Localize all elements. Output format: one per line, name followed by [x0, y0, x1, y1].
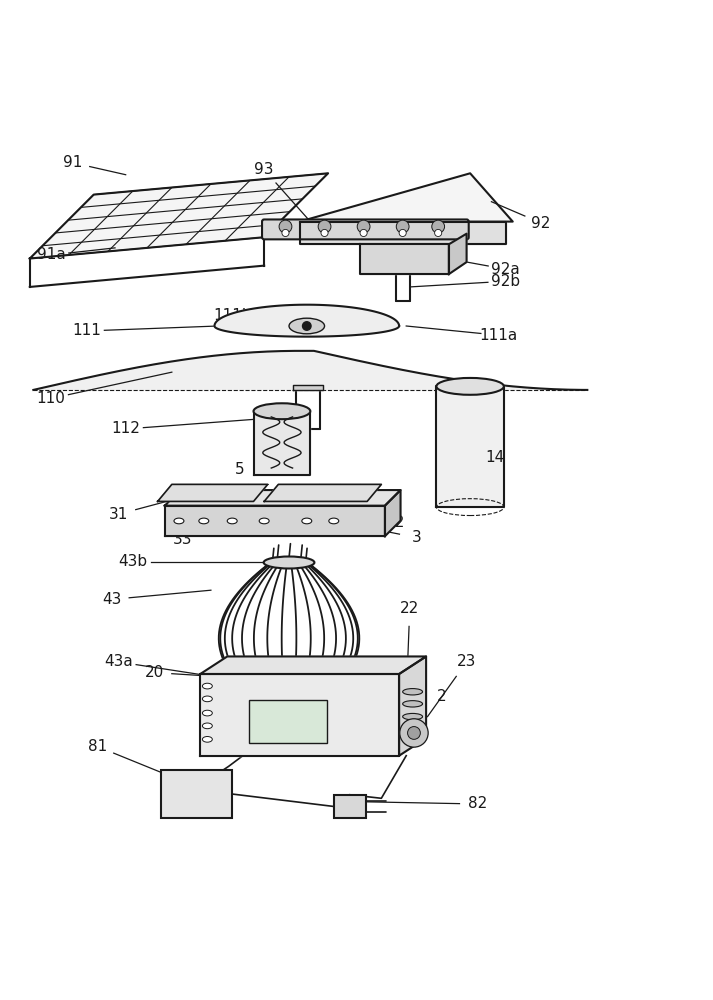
Text: 92: 92	[531, 216, 551, 231]
Polygon shape	[448, 234, 466, 274]
Ellipse shape	[272, 495, 284, 501]
Polygon shape	[215, 305, 399, 337]
Circle shape	[279, 220, 292, 233]
Text: 91a: 91a	[37, 247, 66, 262]
Ellipse shape	[403, 689, 423, 695]
Ellipse shape	[264, 556, 314, 569]
Text: 22: 22	[400, 601, 419, 616]
Text: 33: 33	[173, 532, 193, 547]
Circle shape	[432, 220, 445, 233]
Ellipse shape	[436, 378, 504, 395]
Text: 111: 111	[72, 323, 101, 338]
Text: 93: 93	[255, 162, 274, 177]
Circle shape	[360, 229, 367, 237]
Text: 43b: 43b	[118, 554, 148, 569]
Polygon shape	[34, 351, 588, 390]
Ellipse shape	[227, 518, 237, 524]
Polygon shape	[360, 244, 448, 274]
Ellipse shape	[202, 710, 212, 716]
Ellipse shape	[302, 518, 312, 524]
Text: 110: 110	[36, 391, 66, 406]
Text: 23: 23	[457, 654, 476, 669]
Polygon shape	[165, 490, 401, 506]
Polygon shape	[200, 656, 426, 674]
Ellipse shape	[260, 518, 269, 524]
Polygon shape	[385, 490, 401, 536]
Ellipse shape	[199, 518, 209, 524]
Text: 112: 112	[111, 421, 140, 436]
Ellipse shape	[403, 713, 423, 720]
Circle shape	[399, 229, 406, 237]
Ellipse shape	[202, 723, 212, 729]
Polygon shape	[436, 386, 504, 507]
Polygon shape	[265, 484, 381, 501]
Circle shape	[408, 727, 421, 739]
Text: 43: 43	[102, 592, 121, 607]
Text: 81: 81	[88, 739, 107, 754]
Polygon shape	[200, 674, 399, 756]
Text: 92b: 92b	[491, 274, 520, 289]
Circle shape	[435, 229, 442, 237]
Text: 82: 82	[468, 796, 487, 811]
Polygon shape	[165, 506, 385, 536]
Text: 32: 32	[386, 515, 405, 530]
Ellipse shape	[202, 683, 212, 689]
Text: 92a: 92a	[491, 262, 520, 277]
Polygon shape	[299, 173, 513, 222]
Polygon shape	[292, 385, 323, 390]
Ellipse shape	[289, 318, 324, 334]
Text: 111a: 111a	[479, 328, 518, 343]
Text: 111b: 111b	[213, 308, 252, 323]
Polygon shape	[299, 222, 506, 244]
Bar	[249, 700, 327, 743]
Text: 20: 20	[145, 665, 164, 680]
Text: 111c: 111c	[292, 308, 329, 323]
Text: 2: 2	[437, 689, 446, 704]
Bar	[161, 770, 232, 818]
Ellipse shape	[174, 518, 184, 524]
Circle shape	[357, 220, 370, 233]
Text: 21: 21	[319, 708, 338, 723]
Ellipse shape	[202, 696, 212, 702]
Circle shape	[282, 229, 289, 237]
Polygon shape	[399, 656, 426, 756]
Polygon shape	[254, 411, 310, 475]
Ellipse shape	[254, 403, 310, 419]
Text: 3: 3	[412, 530, 422, 545]
FancyBboxPatch shape	[262, 219, 468, 239]
Text: 5: 5	[235, 462, 244, 477]
Polygon shape	[158, 484, 267, 501]
Text: 31: 31	[109, 507, 128, 522]
Polygon shape	[30, 173, 328, 259]
Bar	[334, 795, 366, 818]
Text: 43a: 43a	[104, 654, 133, 669]
Ellipse shape	[202, 737, 212, 742]
Text: 91: 91	[63, 155, 82, 170]
Ellipse shape	[329, 518, 339, 524]
Circle shape	[400, 719, 429, 747]
Circle shape	[302, 322, 311, 330]
Ellipse shape	[403, 701, 423, 707]
Circle shape	[321, 229, 328, 237]
Text: 51: 51	[279, 430, 299, 445]
Circle shape	[396, 220, 409, 233]
Circle shape	[318, 220, 331, 233]
Text: 14: 14	[486, 450, 505, 465]
